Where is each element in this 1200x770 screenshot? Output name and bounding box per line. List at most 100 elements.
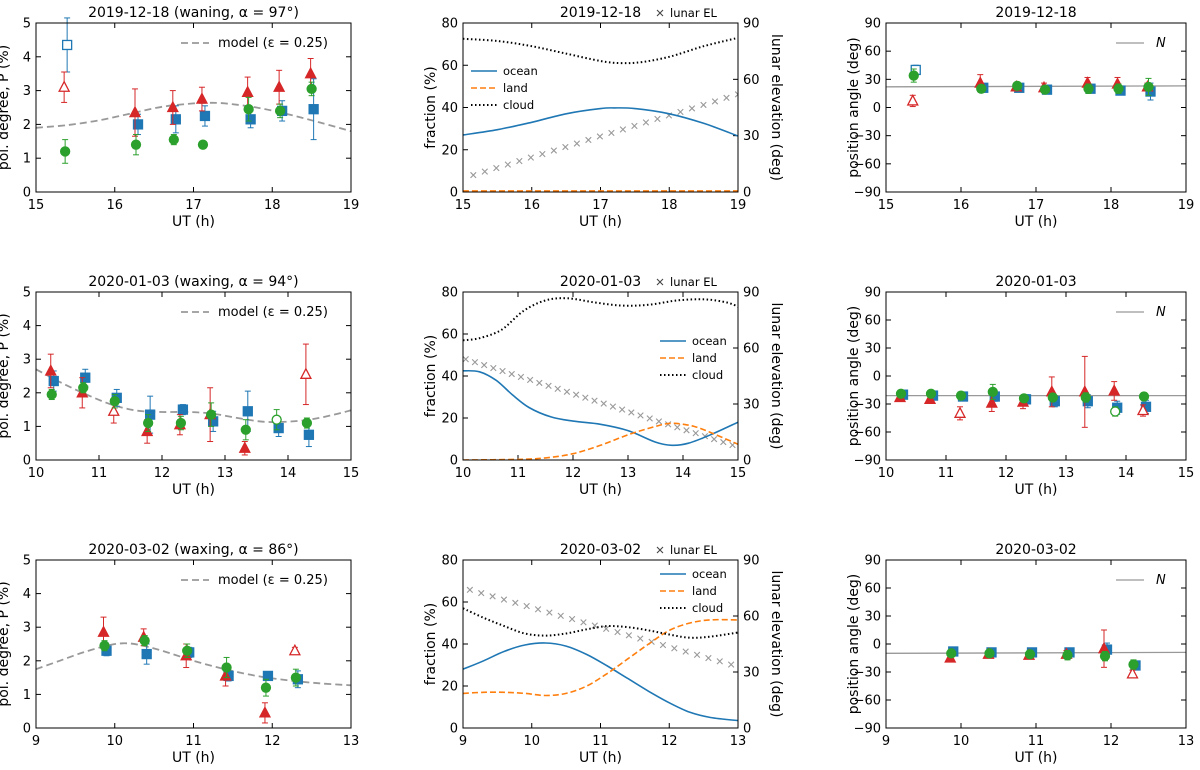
- panel-pol-1: 2019-12-18 (waning, α = 97°)15 16 17 18 1901…: [0, 5, 359, 230]
- x-tick-label: 19: [343, 198, 360, 213]
- lunar-elevation-series: [470, 91, 738, 179]
- y-tick-label: 80: [441, 17, 458, 32]
- marker-triangle-filled-0: [128, 105, 142, 118]
- y2-tick-label: 90: [743, 17, 760, 32]
- axes-frame: [462, 291, 739, 461]
- x-axis-label: UT (h): [579, 750, 622, 766]
- lunar-el-point: [591, 622, 599, 629]
- marker-circle-open-0: [1110, 406, 1121, 417]
- marker-triangle-filled-2: [985, 396, 998, 408]
- y-tick-label: 60: [864, 582, 881, 597]
- lunar-el-point: [619, 126, 627, 133]
- marker-square-filled-3: [245, 114, 256, 125]
- lunar-el-point: [512, 599, 519, 607]
- y-tick-label: 5: [23, 554, 31, 569]
- marker-square-filled-5: [308, 104, 319, 115]
- lunar-el-point: [646, 415, 653, 422]
- y-tick-label: 80: [441, 286, 458, 301]
- x-tick-label: 11: [185, 734, 202, 749]
- legend: lunar EL ocean land cloud: [656, 275, 727, 382]
- x-axis-label: UT (h): [1014, 482, 1057, 498]
- x-tick-label: 19: [1178, 198, 1195, 213]
- marker-circle-filled-3: [1039, 84, 1051, 95]
- y2-axis-label: lunar elevation (deg): [768, 571, 784, 718]
- marker-circle-filled-4: [260, 682, 272, 693]
- lunar-el-point: [500, 596, 508, 603]
- marker-circle-filled-4: [243, 104, 254, 115]
- lunar-el-point: [608, 129, 615, 137]
- series-circle: [59, 81, 317, 164]
- marker-circle-filled-0: [59, 146, 71, 157]
- lunar-el-point: [493, 164, 500, 172]
- lunar-el-point: [481, 168, 489, 175]
- axes-frame: [885, 22, 1187, 193]
- plot-area: [886, 85, 1186, 88]
- x-tick-label: 16: [106, 198, 123, 213]
- legend-cloud-label: cloud: [692, 368, 723, 382]
- x-axis-label: UT (h): [172, 214, 215, 230]
- y-tick-label: 2: [23, 654, 31, 669]
- marker-circle-filled-0: [908, 70, 919, 81]
- lunar-el-point: [671, 645, 678, 652]
- axes-frame: [885, 559, 1187, 729]
- marker-square-filled-0: [48, 375, 59, 387]
- lunar-el-point: [563, 388, 571, 395]
- x-tick-label: 18: [1103, 198, 1120, 213]
- lunar-el-point: [490, 364, 497, 372]
- y-tick-label: 0: [450, 454, 458, 469]
- series-circle: [46, 382, 313, 441]
- marker-circle-filled-5: [1047, 392, 1058, 403]
- y-tick-label: 4: [23, 587, 31, 602]
- y2-axis-label: lunar elevation (deg): [768, 34, 784, 181]
- lunar-el-point: [534, 606, 542, 613]
- legend-cloud-label: cloud: [692, 601, 723, 615]
- lunar-el-point: [677, 108, 684, 116]
- marker-circle-filled-5: [274, 105, 286, 117]
- lunar-el-point: [723, 94, 730, 102]
- y-tick-label: 40: [441, 370, 458, 385]
- y-tick-label: −30: [854, 129, 881, 144]
- x-axis-label: UT (h): [1014, 214, 1057, 230]
- lunar-el-point: [466, 586, 474, 594]
- lunar-el-legend-label: lunar EL: [670, 275, 717, 289]
- marker-circle-filled-4: [1018, 393, 1030, 404]
- series-land-line: [463, 422, 738, 460]
- marker-triangle-open-0: [1126, 666, 1139, 679]
- marker-square-filled-6: [242, 406, 253, 417]
- x-tick-label: 13: [343, 734, 360, 749]
- plot-area: [463, 36, 738, 192]
- series-ocean-line: [463, 642, 738, 722]
- y-tick-label: 60: [441, 596, 458, 611]
- x-tick-label: 19: [730, 198, 747, 213]
- marker-circle-filled-4: [175, 417, 187, 429]
- y-tick-label: 90: [864, 554, 881, 569]
- marker-triangle-filled-4: [258, 705, 272, 718]
- marker-triangle-filled-5: [238, 441, 251, 453]
- lunar-el-point: [682, 648, 689, 655]
- lunar-el-point: [516, 157, 523, 165]
- panel-title: 2020-03-02: [560, 542, 641, 558]
- y-axis-label: pol. degree, P (%): [0, 313, 12, 438]
- marker-circle-filled-6: [1080, 392, 1091, 403]
- lunar-el-legend-icon: [656, 546, 664, 554]
- marker-circle-filled-0: [946, 648, 957, 659]
- y2-tick-label: 90: [743, 554, 760, 569]
- series-circle: [946, 648, 1139, 670]
- x-tick-label: 15: [455, 198, 472, 213]
- y-tick-label: 0: [23, 454, 31, 469]
- y-tick-label: 0: [873, 101, 881, 116]
- marker-circle-filled-5: [205, 409, 217, 420]
- lunar-el-point: [727, 661, 735, 668]
- legend: lunar EL ocean land cloud: [656, 543, 727, 615]
- lunar-el-point: [591, 397, 598, 404]
- lunar-el-point: [499, 367, 506, 375]
- x-tick-label: 12: [661, 734, 678, 749]
- marker-circle-filled-3: [221, 662, 232, 673]
- lunar-el-point: [683, 427, 690, 434]
- marker-triangle-filled-2: [195, 92, 209, 104]
- marker-triangle-open-0: [953, 406, 967, 418]
- y-tick-label: 2: [23, 118, 31, 133]
- x-tick-label: 12: [1103, 734, 1120, 749]
- x-axis-label: UT (h): [1014, 750, 1057, 766]
- x-axis-label: UT (h): [579, 482, 622, 498]
